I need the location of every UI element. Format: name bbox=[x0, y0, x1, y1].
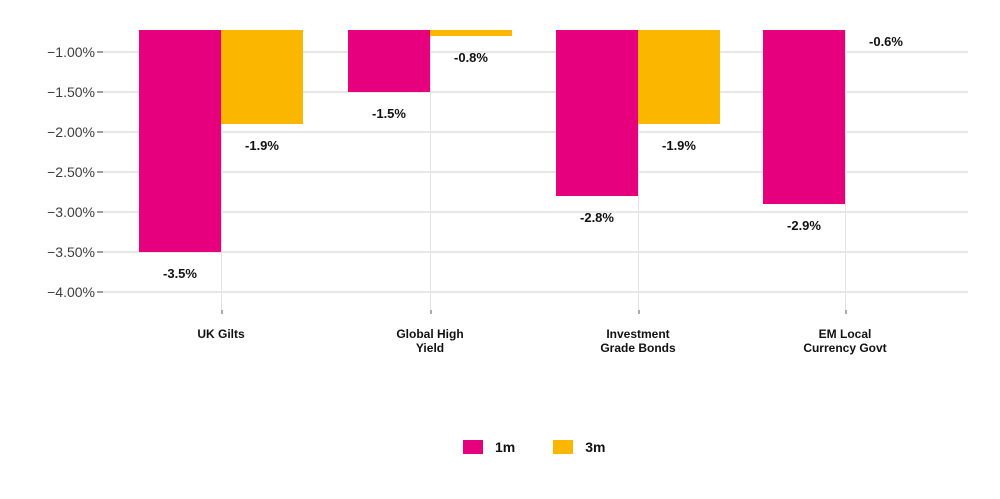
x-axis-tick bbox=[430, 310, 432, 314]
bar-value-label: -1.5% bbox=[372, 106, 406, 121]
legend-item-1m: 1m bbox=[463, 440, 515, 454]
bar-value-label: -0.8% bbox=[454, 50, 488, 65]
y-axis-tick-label: −2.50% bbox=[47, 164, 95, 180]
x-axis-category-label: Global High Yield bbox=[396, 327, 464, 355]
x-axis-category-label: Investment Grade Bonds bbox=[600, 327, 676, 355]
y-axis-tick-label: −1.00% bbox=[47, 44, 95, 60]
y-axis-tick bbox=[97, 91, 103, 93]
legend-item-3m: 3m bbox=[553, 440, 605, 454]
gridline-horizontal bbox=[103, 211, 968, 213]
y-axis-tick bbox=[97, 51, 103, 53]
y-axis-tick bbox=[97, 251, 103, 253]
x-axis-category-label: UK Gilts bbox=[197, 327, 245, 341]
gridline-horizontal bbox=[103, 131, 968, 133]
y-axis-tick bbox=[97, 291, 103, 293]
y-axis-tick-label: −4.00% bbox=[47, 284, 95, 300]
legend-label: 1m bbox=[495, 439, 516, 455]
legend-swatch-1m-icon bbox=[463, 440, 483, 454]
bar-value-label: -1.9% bbox=[662, 138, 696, 153]
bar-value-label: -3.5% bbox=[163, 266, 197, 281]
x-axis-tick bbox=[221, 310, 223, 314]
y-axis-tick bbox=[97, 171, 103, 173]
bar-value-label: -1.9% bbox=[245, 138, 279, 153]
bar-global-high-yield-1m bbox=[348, 30, 430, 92]
x-axis-tick bbox=[845, 310, 847, 314]
y-axis-tick-label: −2.00% bbox=[47, 124, 95, 140]
gridline-horizontal bbox=[103, 291, 968, 293]
bar-investment-grade-bonds-1m bbox=[556, 30, 638, 196]
gridline-horizontal bbox=[103, 51, 968, 53]
bar-uk-gilts-1m bbox=[139, 30, 221, 252]
bar-uk-gilts-3m bbox=[221, 30, 303, 124]
gridline-vertical bbox=[430, 30, 431, 310]
x-axis-category-label: EM Local Currency Govt bbox=[803, 327, 887, 355]
chart-legend: 1m 3m bbox=[463, 440, 605, 454]
gridline-vertical bbox=[845, 30, 846, 310]
bar-global-high-yield-3m bbox=[430, 30, 512, 36]
bar-value-label: -2.9% bbox=[787, 218, 821, 233]
x-axis-tick bbox=[638, 310, 640, 314]
bar-value-label: -2.8% bbox=[580, 210, 614, 225]
y-axis-tick-label: −1.50% bbox=[47, 84, 95, 100]
gridline-vertical bbox=[638, 30, 639, 310]
gridline-horizontal bbox=[103, 171, 968, 173]
y-axis-tick-label: −3.50% bbox=[47, 244, 95, 260]
gridline-vertical bbox=[221, 30, 222, 310]
bar-value-label: -0.6% bbox=[869, 34, 903, 49]
y-axis-tick-label: −3.00% bbox=[47, 204, 95, 220]
gridline-horizontal bbox=[103, 251, 968, 253]
y-axis-tick bbox=[97, 131, 103, 133]
bar-em-local-currency-govt-1m bbox=[763, 30, 845, 204]
bar-investment-grade-bonds-3m bbox=[638, 30, 720, 124]
gridline-horizontal bbox=[103, 91, 968, 93]
legend-label: 3m bbox=[585, 439, 606, 455]
legend-swatch-3m-icon bbox=[553, 440, 574, 454]
y-axis-tick bbox=[97, 211, 103, 213]
